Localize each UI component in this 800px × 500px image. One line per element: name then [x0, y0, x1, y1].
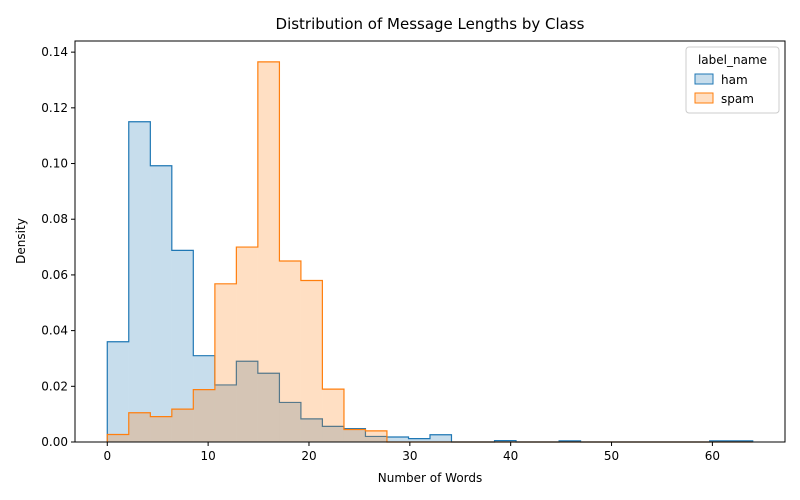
histogram-bars [106, 61, 754, 443]
bar-ham-0 [107, 341, 129, 442]
bar-spam-0 [107, 434, 129, 442]
bar-spam-2 [150, 416, 172, 442]
bar-spam-5 [214, 283, 237, 442]
legend-swatch-spam [694, 92, 714, 104]
x-tick-label: 20 [301, 449, 316, 463]
bar-ham-1 [128, 121, 151, 442]
legend-swatch-ham [694, 73, 714, 85]
x-tick-label: 10 [200, 449, 215, 463]
bar-ham-13 [386, 436, 409, 442]
bar-ham-15 [430, 434, 452, 442]
bar-spam-11 [343, 429, 366, 442]
y-axis-label: Density [14, 218, 28, 264]
bar-spam-4 [193, 389, 215, 442]
bar-spam-3 [171, 409, 194, 442]
legend-label-ham: ham [721, 73, 748, 87]
bar-spam-8 [279, 260, 301, 442]
bar-ham-3 [171, 250, 194, 442]
bar-ham-4 [193, 355, 215, 442]
y-tick-label: 0.06 [41, 268, 68, 282]
legend-title: label_name [698, 53, 767, 67]
bar-ham-8 [279, 402, 301, 442]
y-tick-label: 0.12 [41, 101, 68, 115]
y-tick-label: 0.00 [41, 435, 68, 449]
bar-ham-2 [150, 165, 172, 442]
bar-ham-18 [494, 440, 517, 442]
x-tick-label: 50 [604, 449, 619, 463]
bar-spam-7 [257, 61, 280, 443]
y-tick-label: 0.08 [41, 212, 68, 226]
y-axis: 0.00 0.02 0.04 0.06 0.08 0.10 0.12 0.14 [41, 45, 75, 449]
bar-spam-12 [365, 430, 387, 442]
x-tick-label: 40 [503, 449, 518, 463]
series-ham [106, 121, 754, 443]
bar-ham-6 [236, 361, 258, 442]
bar-ham-7 [257, 373, 280, 442]
x-tick-label: 0 [103, 449, 111, 463]
bar-ham-12 [365, 436, 387, 442]
bar-ham-9 [300, 418, 323, 442]
bar-ham-14 [408, 438, 430, 442]
y-tick-label: 0.14 [41, 45, 68, 59]
y-tick-label: 0.04 [41, 324, 68, 338]
y-tick-label: 0.10 [41, 157, 68, 171]
bar-ham-11 [343, 428, 366, 442]
bar-spam-6 [236, 247, 258, 442]
bar-ham-10 [322, 426, 344, 442]
bar-spam-9 [300, 280, 323, 442]
bar-spam-10 [322, 389, 344, 442]
bar-ham-5 [214, 384, 237, 442]
bar-spam-1 [128, 412, 151, 442]
chart-title: Distribution of Message Lengths by Class [276, 15, 585, 33]
x-tick-label: 60 [705, 449, 720, 463]
series-spam [106, 61, 753, 443]
y-tick-label: 0.02 [41, 379, 68, 393]
x-axis: 0 10 20 30 40 50 60 [103, 442, 720, 463]
legend-label-spam: spam [721, 92, 754, 106]
x-axis-label: Number of Words [378, 471, 483, 485]
axes-frame [74, 40, 786, 443]
x-tick-label: 30 [402, 449, 417, 463]
legend-box [685, 46, 780, 114]
